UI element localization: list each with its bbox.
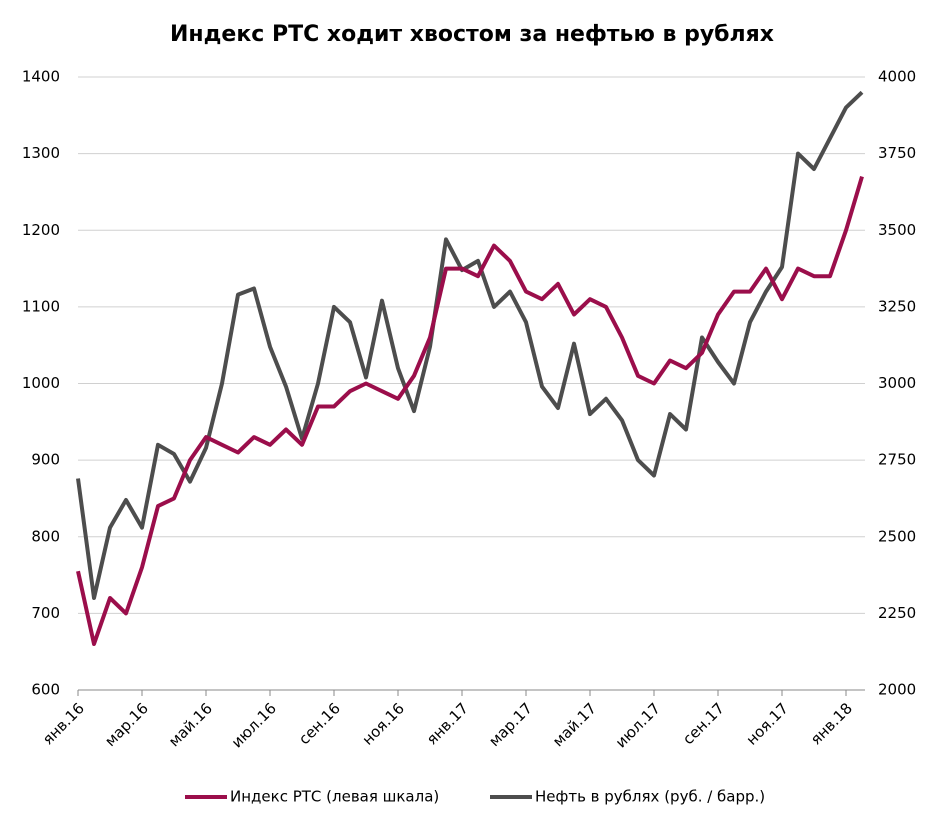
x-tick-label: июл.17 — [612, 699, 664, 751]
series-line — [76, 176, 864, 646]
chart-title: Индекс РТС ходит хвостом за нефтью в руб… — [170, 22, 774, 47]
y-tick-label: 1200 — [22, 221, 60, 239]
x-tick-label: янв.18 — [807, 699, 856, 748]
x-tick-label: ноя.16 — [359, 699, 408, 748]
y2-tick-label: 3500 — [878, 221, 916, 239]
y2-tick-label: 3250 — [878, 297, 916, 315]
x-tick-label: мар.16 — [101, 699, 152, 750]
y2-tick-label: 2250 — [878, 604, 916, 622]
x-tick-label: янв.17 — [423, 699, 472, 748]
legend-label: Индекс РТС (левая шкала) — [230, 788, 439, 806]
y-tick-label: 900 — [31, 451, 60, 469]
x-tick-label: июл.16 — [228, 699, 280, 751]
x-tick-label: май.17 — [549, 699, 600, 750]
y-tick-label: 1000 — [22, 374, 60, 392]
x-tick-label: сен.17 — [679, 699, 728, 748]
x-tick-label: ноя.17 — [743, 699, 792, 748]
x-tick-label: мар.17 — [485, 699, 536, 750]
y-tick-label: 1100 — [22, 297, 60, 315]
x-tick-label: янв.16 — [39, 699, 88, 748]
x-tick-label: май.16 — [165, 699, 216, 750]
x-tick-label: сен.16 — [295, 699, 344, 748]
y2-tick-label: 3000 — [878, 374, 916, 392]
series-line — [76, 90, 864, 600]
y-tick-label: 1300 — [22, 144, 60, 162]
y2-tick-label: 2500 — [878, 527, 916, 545]
y-tick-label: 600 — [31, 681, 60, 699]
y2-tick-label: 4000 — [878, 68, 916, 86]
y-tick-label: 700 — [31, 604, 60, 622]
y2-tick-label: 2750 — [878, 451, 916, 469]
y-tick-label: 1400 — [22, 68, 60, 86]
y-tick-label: 800 — [31, 527, 60, 545]
legend-label: Нефть в рублях (руб. / барр.) — [535, 788, 765, 806]
y2-tick-label: 2000 — [878, 681, 916, 699]
y2-tick-label: 3750 — [878, 144, 916, 162]
